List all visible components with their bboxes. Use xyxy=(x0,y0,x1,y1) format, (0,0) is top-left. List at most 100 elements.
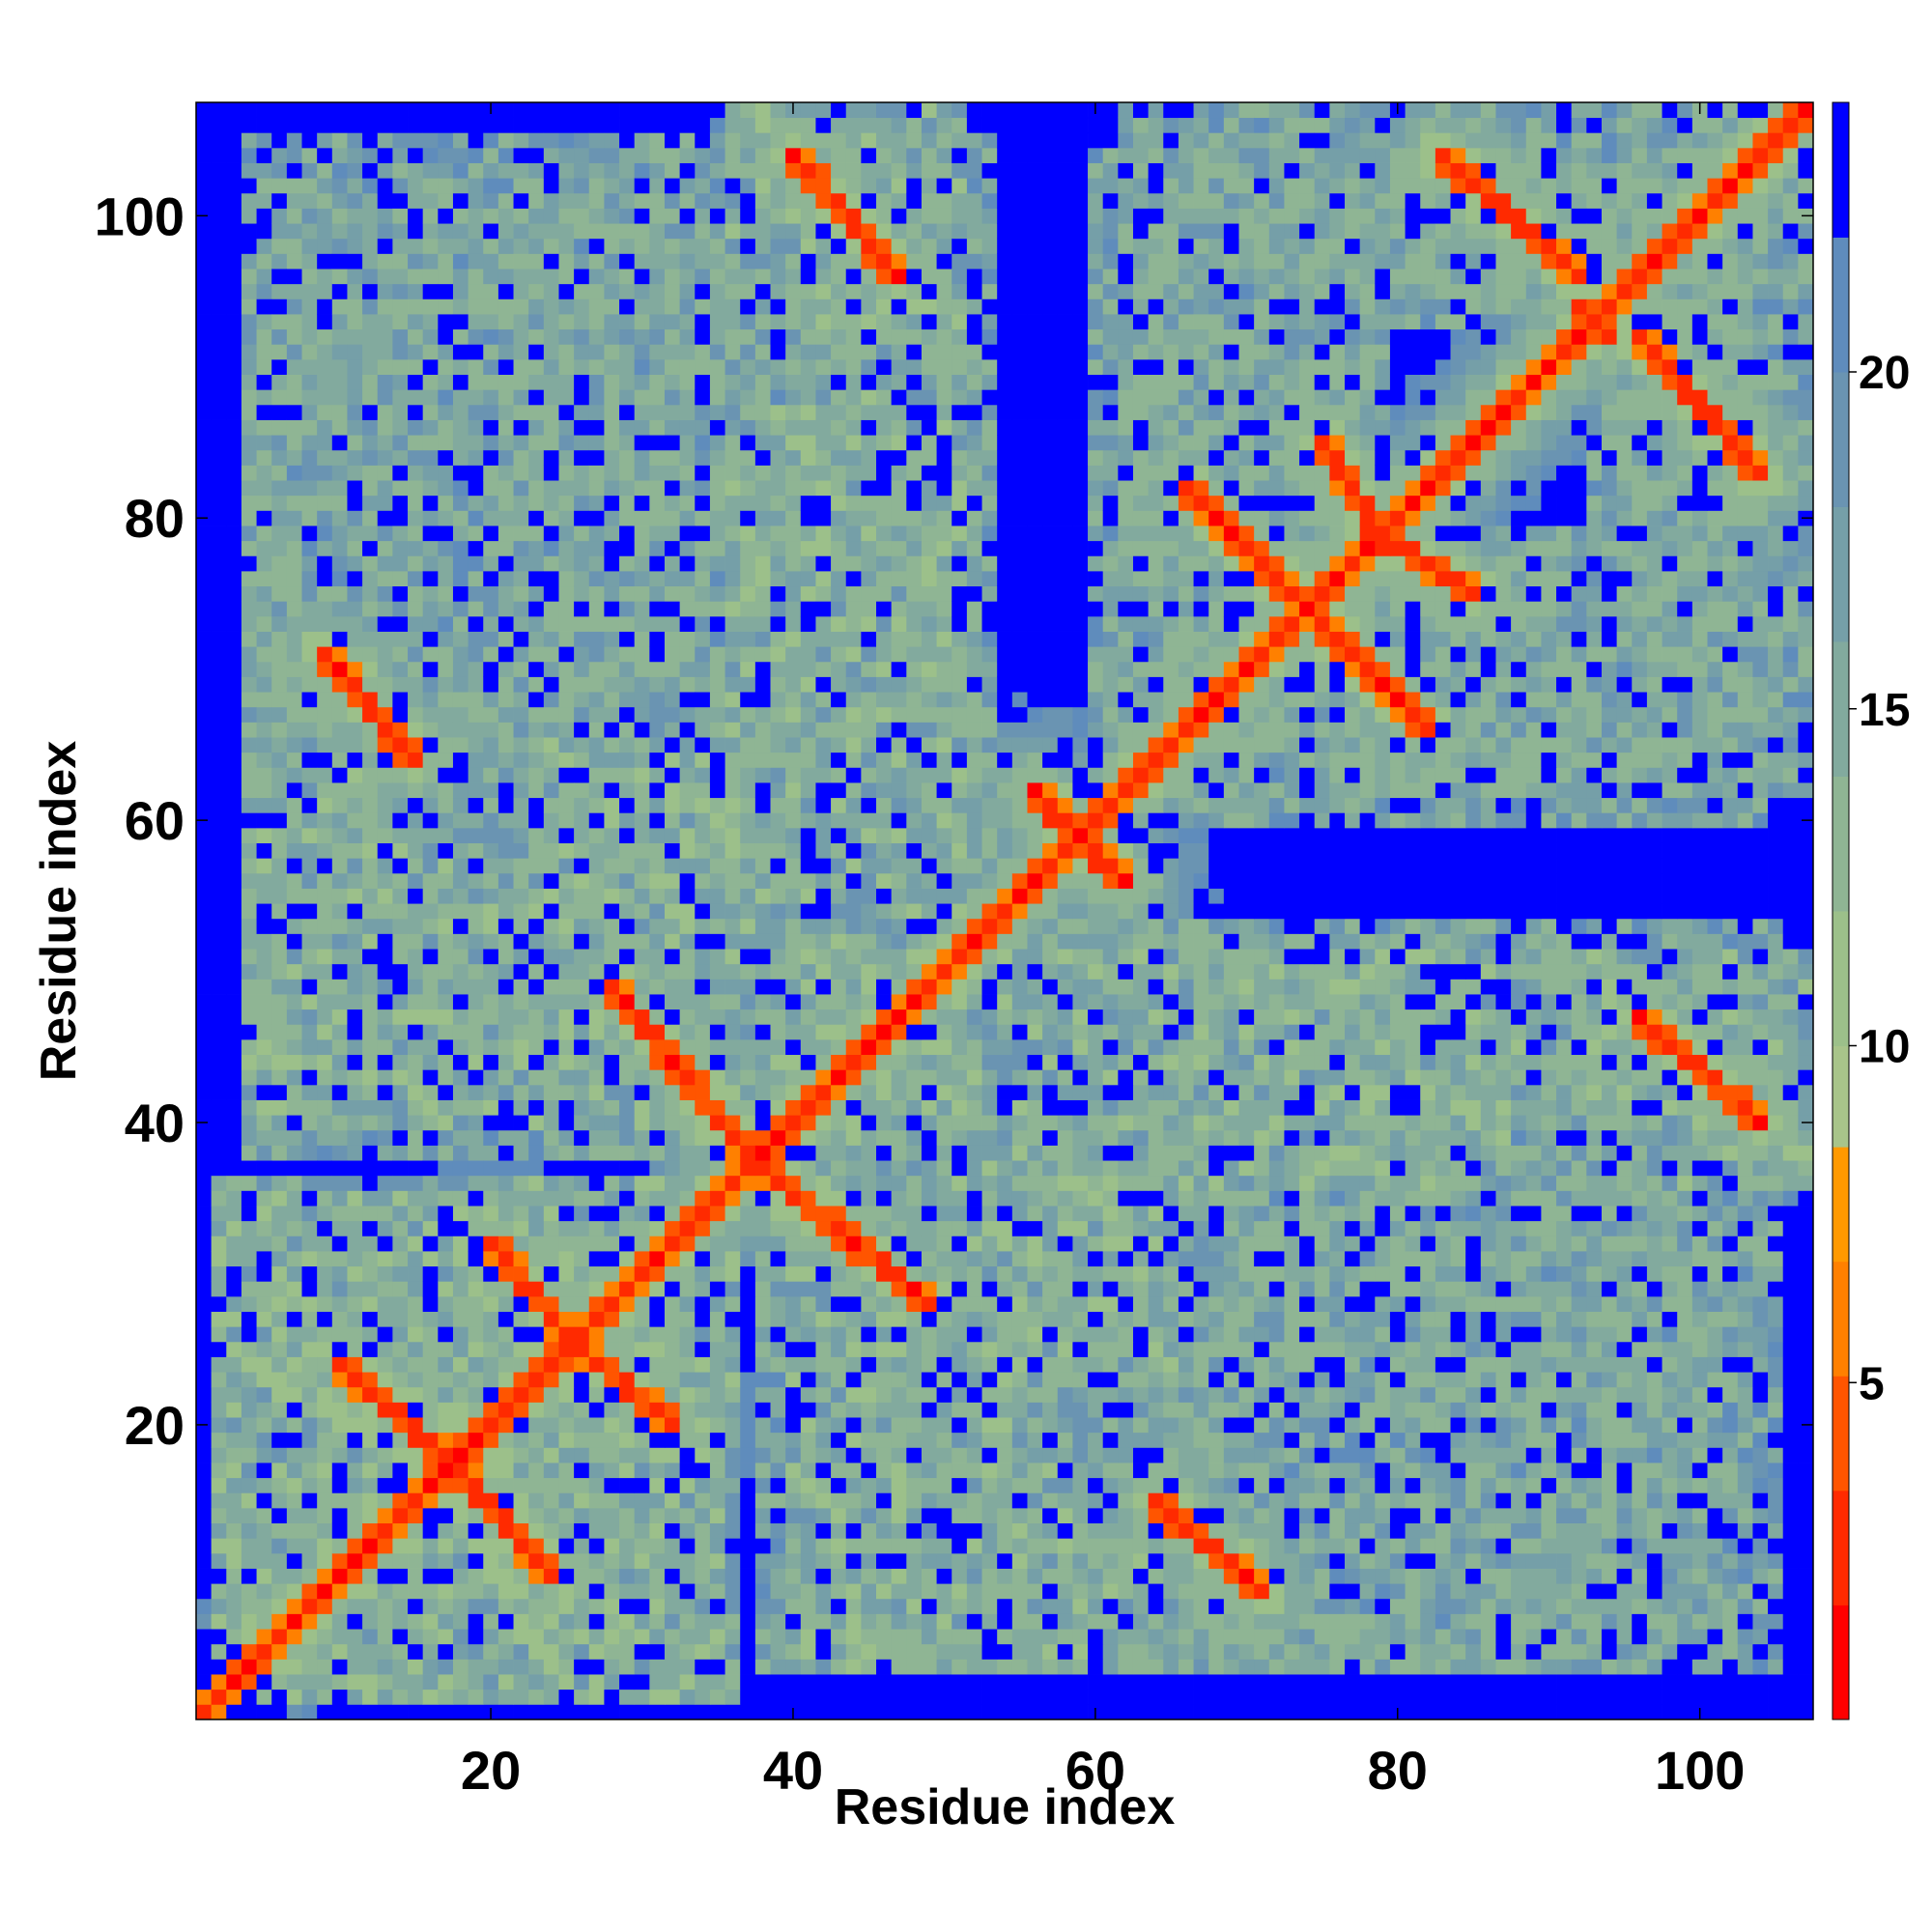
heatmap-cell xyxy=(1465,1689,1482,1705)
heatmap-cell xyxy=(196,117,213,133)
heatmap-cell xyxy=(1677,1492,1693,1509)
heatmap-cell xyxy=(331,495,348,511)
heatmap-cell xyxy=(604,1629,620,1645)
heatmap-cell xyxy=(528,238,545,254)
heatmap-cell xyxy=(452,162,469,179)
heatmap-cell xyxy=(1662,1689,1678,1705)
heatmap-cell xyxy=(1238,1311,1255,1327)
heatmap-cell xyxy=(226,283,242,299)
heatmap-cell xyxy=(1601,1689,1618,1705)
heatmap-cell xyxy=(740,1402,756,1418)
heatmap-cell xyxy=(408,1206,424,1222)
heatmap-cell xyxy=(1193,1447,1209,1463)
heatmap-cell xyxy=(196,1084,213,1100)
heatmap-cell xyxy=(422,1220,439,1236)
heatmap-cell xyxy=(543,1659,559,1675)
heatmap-cell xyxy=(1465,1447,1482,1463)
heatmap-cell xyxy=(241,1659,257,1675)
heatmap-cell xyxy=(1707,1341,1723,1357)
heatmap-cell xyxy=(1284,1492,1300,1509)
heatmap-cell xyxy=(543,1432,559,1448)
heatmap-cell xyxy=(347,661,363,677)
heatmap-cell xyxy=(317,1175,333,1191)
heatmap-cell xyxy=(876,1643,893,1660)
heatmap-cell xyxy=(438,1522,454,1539)
heatmap-cell xyxy=(1284,1386,1300,1403)
heatmap-cell xyxy=(1511,1598,1527,1614)
heatmap-cell xyxy=(679,1326,696,1343)
heatmap-cell xyxy=(452,842,469,859)
heatmap-cell xyxy=(408,540,424,556)
heatmap-cell xyxy=(377,631,393,647)
heatmap-cell xyxy=(921,1477,937,1493)
heatmap-cell xyxy=(1465,1326,1482,1343)
heatmap-cell xyxy=(1420,1629,1436,1645)
heatmap-cell xyxy=(226,1432,242,1448)
heatmap-cell xyxy=(408,737,424,753)
heatmap-cell xyxy=(347,495,363,511)
heatmap-cell xyxy=(452,1402,469,1418)
heatmap-cell xyxy=(1072,1402,1089,1418)
heatmap-cell xyxy=(1223,1386,1239,1403)
heatmap-cell xyxy=(634,1643,650,1660)
heatmap-cell xyxy=(317,1629,333,1645)
heatmap-cell xyxy=(1193,1326,1209,1343)
heatmap-cell xyxy=(438,1160,454,1177)
heatmap-cell xyxy=(452,1265,469,1282)
heatmap-cell xyxy=(347,827,363,843)
heatmap-cell xyxy=(528,1447,545,1463)
heatmap-cell xyxy=(513,1386,529,1403)
heatmap-cell xyxy=(709,1492,725,1509)
heatmap-cell xyxy=(483,1417,499,1434)
heatmap-cell xyxy=(468,1084,484,1100)
heatmap-cell xyxy=(468,314,484,330)
heatmap-cell xyxy=(483,208,499,224)
heatmap-cell xyxy=(1284,1372,1300,1388)
heatmap-cell xyxy=(1571,1704,1587,1720)
heatmap-cell xyxy=(1027,1477,1043,1493)
heatmap-cell xyxy=(497,752,514,768)
heatmap-cell xyxy=(1011,1629,1028,1645)
heatmap-cell xyxy=(1405,1629,1421,1645)
heatmap-cell xyxy=(876,1629,893,1645)
heatmap-cell xyxy=(528,480,545,497)
heatmap-cell xyxy=(286,1552,302,1569)
heatmap-cell xyxy=(211,1552,227,1569)
heatmap-cell xyxy=(952,1341,968,1357)
heatmap-cell xyxy=(483,1447,499,1463)
heatmap-cell xyxy=(754,1341,771,1357)
heatmap-cell xyxy=(256,102,272,119)
heatmap-cell xyxy=(256,1099,272,1116)
heatmap-cell xyxy=(906,1341,923,1357)
heatmap-cell xyxy=(1677,1643,1693,1660)
heatmap-cell xyxy=(497,963,514,980)
heatmap-cell xyxy=(226,526,242,542)
heatmap-cell xyxy=(831,1463,847,1479)
heatmap-cell xyxy=(301,495,318,511)
heatmap-cell xyxy=(408,722,424,738)
heatmap-cell xyxy=(831,1583,847,1600)
heatmap-cell xyxy=(891,1372,907,1388)
heatmap-cell xyxy=(634,1568,650,1584)
heatmap-cell xyxy=(422,1402,439,1418)
heatmap-cell xyxy=(301,1115,318,1131)
heatmap-cell xyxy=(1163,1326,1179,1343)
heatmap-cell xyxy=(831,1568,847,1584)
heatmap-cell xyxy=(408,1024,424,1040)
heatmap-cell xyxy=(574,1568,590,1584)
heatmap-cell xyxy=(392,858,409,874)
heatmap-cell xyxy=(241,1206,257,1222)
heatmap-cell xyxy=(347,465,363,481)
heatmap-cell xyxy=(891,1629,907,1645)
heatmap-cell xyxy=(497,1643,514,1660)
heatmap-cell xyxy=(392,374,409,390)
heatmap-cell xyxy=(1450,1598,1466,1614)
heatmap-cell xyxy=(1541,1341,1557,1357)
heatmap-cell xyxy=(800,1311,816,1327)
heatmap-cell xyxy=(271,827,288,843)
heatmap-cell xyxy=(1284,1432,1300,1448)
heatmap-cell xyxy=(347,1659,363,1675)
heatmap-cell xyxy=(271,465,288,481)
heatmap-cell xyxy=(1420,1386,1436,1403)
heatmap-cell xyxy=(528,585,545,602)
